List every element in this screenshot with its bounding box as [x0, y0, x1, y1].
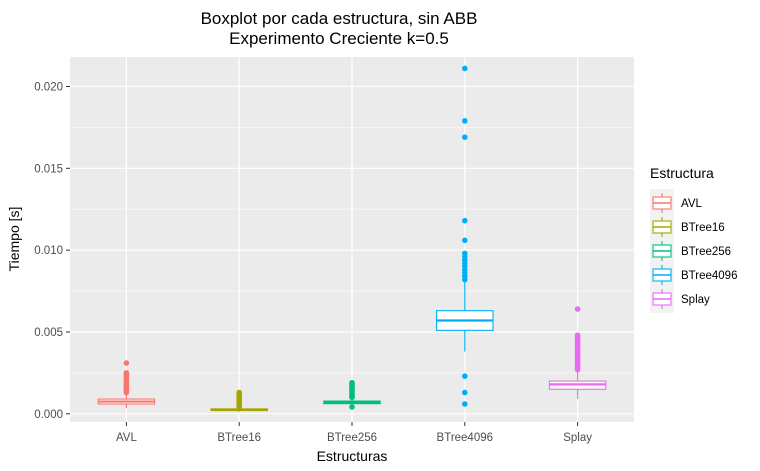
outlier-point — [574, 332, 581, 339]
outlier-point — [349, 379, 355, 386]
chart-title: Boxplot por cada estructura, sin ABB — [201, 9, 478, 28]
y-tick-label: 0.015 — [34, 163, 63, 175]
boxplot-btree256 — [323, 379, 381, 410]
x-tick-label: BTree4096 — [437, 432, 493, 444]
outlier-point — [462, 217, 468, 224]
y-axis-title: Tiempo [s] — [6, 207, 22, 272]
x-axis-title: Estructuras — [317, 448, 388, 464]
y-tick-label: 0.020 — [34, 81, 63, 93]
outlier-point — [462, 389, 468, 396]
boxplot-splay — [548, 306, 607, 400]
y-tick-label: 0.010 — [34, 245, 63, 257]
legend-item-btree4096: BTree4096 — [652, 265, 737, 285]
legend: Estructura AVL BTree16 BTree256 BTree4096 Sp… — [650, 165, 737, 313]
legend-label: BTree16 — [681, 222, 725, 234]
x-tick-label: Splay — [563, 432, 592, 444]
outlier-point — [349, 404, 355, 410]
legend-item-splay: Splay — [652, 289, 710, 309]
axes: 0.000 0.005 0.010 0.015 0.020 AVL BTree16 BTree… — [34, 81, 592, 444]
outlier-point — [462, 373, 468, 379]
legend-title: Estructura — [650, 165, 714, 181]
y-tick-label: 0.005 — [34, 327, 63, 339]
outlier-point — [123, 360, 130, 366]
boxplot-btree4096 — [436, 65, 494, 407]
legend-item-btree256: BTree256 — [652, 241, 731, 261]
outlier-point — [462, 65, 468, 72]
outlier-point — [462, 237, 468, 244]
x-tick-label: AVL — [116, 432, 137, 444]
outlier-point — [123, 370, 130, 376]
legend-label: Splay — [681, 294, 710, 306]
legend-item-btree16: BTree16 — [652, 217, 725, 237]
outlier-point — [462, 118, 468, 124]
outlier-point — [462, 401, 468, 407]
y-tick-label: 0.000 — [34, 409, 63, 421]
outlier-point — [574, 306, 581, 312]
outlier-point — [236, 389, 242, 396]
chart-subtitle: Experimento Creciente k=0.5 — [229, 29, 449, 48]
boxplot-btree16 — [210, 389, 268, 412]
outlier-point — [462, 134, 468, 141]
legend-item-avl: AVL — [652, 193, 702, 213]
legend-label: AVL — [681, 198, 702, 210]
legend-label: BTree4096 — [681, 270, 737, 282]
boxplot-series — [97, 65, 607, 412]
boxplot-avl — [97, 360, 156, 409]
x-tick-label: BTree256 — [327, 432, 377, 444]
x-tick-label: BTree16 — [217, 432, 261, 444]
outlier-point — [462, 250, 468, 257]
legend-label: BTree256 — [681, 246, 731, 258]
